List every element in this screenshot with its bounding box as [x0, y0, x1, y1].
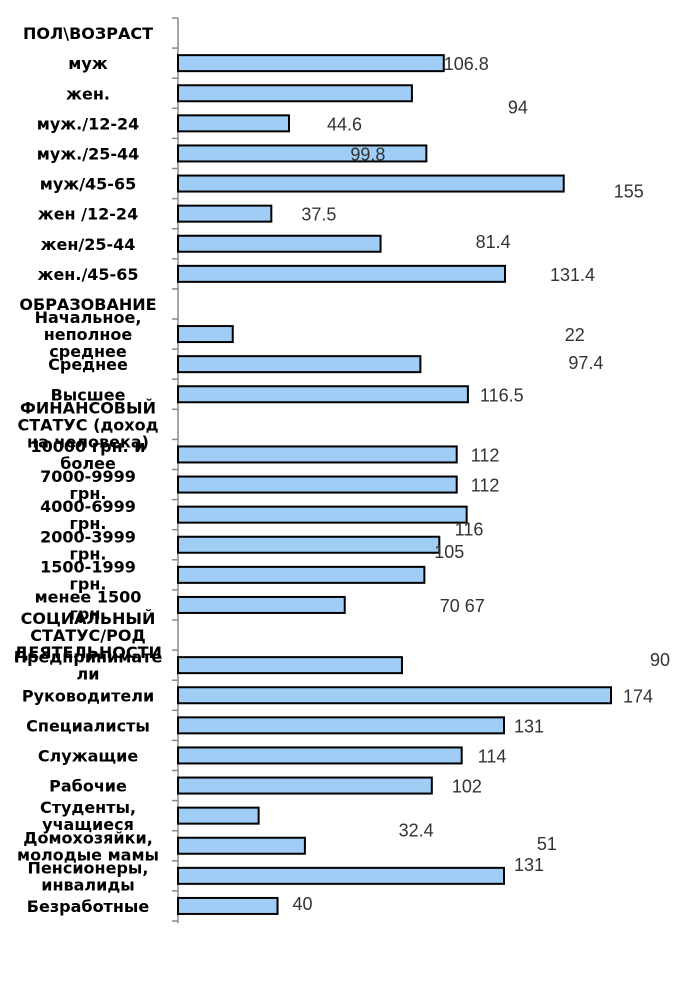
bar	[177, 716, 505, 735]
category-label: Начальное, неполное среднее	[35, 308, 142, 361]
bar	[177, 565, 426, 584]
bar	[177, 475, 458, 494]
bar	[177, 505, 468, 524]
bar	[177, 656, 403, 675]
bar	[177, 445, 458, 464]
category-label: Студенты, учащиеся	[40, 798, 136, 834]
category-label: жен.	[66, 84, 110, 103]
category-label: ОБРАЗОВАНИЕ	[19, 295, 156, 314]
bar	[177, 174, 565, 193]
data-label: 70 67	[440, 596, 485, 616]
bar	[177, 385, 469, 404]
bar	[177, 896, 279, 915]
chart-value-labels: 106.8 94 44.6 99.8 155 37.5 81.4 131.4 22 97.4 116…	[293, 54, 670, 914]
data-label: 97.4	[568, 353, 603, 373]
category-label: 10000 грн. и более	[31, 437, 146, 473]
data-label: 112	[471, 476, 500, 496]
bar	[177, 836, 306, 855]
data-label: 106.8	[444, 54, 489, 74]
bar	[177, 806, 260, 825]
category-label: жен /12-24	[38, 205, 138, 224]
data-label: 116.5	[480, 385, 524, 405]
bar	[177, 84, 413, 103]
bar	[177, 776, 433, 795]
data-label: 116	[455, 520, 484, 540]
category-label: жен./45-65	[38, 265, 139, 284]
bar	[177, 355, 422, 374]
category-label: 2000-3999 грн.	[40, 527, 136, 563]
category-label: 7000-9999 грн.	[40, 467, 136, 503]
bar	[177, 686, 612, 705]
category-label: Безработные	[27, 897, 150, 916]
data-label: 131.4	[550, 265, 595, 285]
data-label: 37.5	[301, 205, 336, 225]
category-label: муж./25-44	[37, 144, 140, 163]
category-label: Высшее	[51, 385, 126, 404]
data-label: 131	[514, 716, 544, 736]
category-label: 1500-1999 грн.	[40, 557, 136, 593]
chart-axis	[172, 17, 179, 923]
bar	[177, 595, 346, 614]
data-label: 102	[452, 777, 482, 797]
category-label: 4000-6999 грн.	[40, 497, 136, 533]
data-label: 131	[514, 855, 544, 875]
category-label: Руководители	[22, 686, 154, 705]
category-label: Рабочие	[49, 777, 127, 796]
category-label: СОЦИАЛЬНЫЙ СТАТУС/РОД ДЕЯТЕЛЬНОСТИ	[14, 609, 162, 662]
bar	[177, 204, 273, 223]
bar	[177, 234, 382, 253]
data-label: 81.4	[476, 232, 511, 252]
category-label: Домохозяйки, молодые мамы	[17, 828, 159, 864]
data-label: 112	[471, 445, 500, 465]
data-label: 94	[508, 97, 528, 117]
chart-category-labels: ПОЛ\ВОЗРАСТ муж жен. муж./12-24 муж./25-44 му…	[14, 24, 163, 916]
data-label: 51	[537, 834, 557, 854]
category-label: Пенсионеры, инвалиды	[28, 858, 149, 894]
bar	[177, 746, 463, 765]
category-label: ПОЛ\ВОЗРАСТ	[23, 24, 153, 43]
data-label: 99.8	[350, 144, 385, 164]
category-label: ФИНАНСОВЫЙ СТАТУС (доход на человека)	[17, 398, 158, 451]
chart-bars	[177, 54, 612, 915]
data-label: 114	[478, 746, 507, 766]
category-label: муж./12-24	[37, 114, 140, 133]
data-label: 22	[565, 325, 585, 345]
bar	[177, 114, 290, 133]
bar	[177, 144, 428, 163]
category-label: Среднее	[48, 355, 128, 374]
data-label: 174	[623, 686, 653, 706]
data-label: 90	[650, 650, 670, 670]
data-label: 155	[614, 182, 644, 202]
data-label: 44.6	[327, 114, 362, 134]
category-label: жен/25-44	[41, 235, 136, 254]
bar	[177, 325, 234, 344]
category-label: Служащие	[38, 746, 139, 765]
bar	[177, 54, 445, 73]
category-label: Специалисты	[26, 716, 150, 735]
bar	[177, 264, 506, 283]
category-label: Предпринимате ли	[14, 648, 163, 684]
category-label: менее 1500 грн.	[35, 587, 142, 623]
bar	[177, 535, 441, 554]
data-label: 32.4	[399, 821, 434, 841]
bar	[177, 866, 505, 885]
category-label: муж	[68, 54, 108, 73]
data-label: 40	[293, 894, 313, 914]
data-label: 105	[434, 542, 464, 562]
category-label: муж/45-65	[40, 175, 136, 194]
